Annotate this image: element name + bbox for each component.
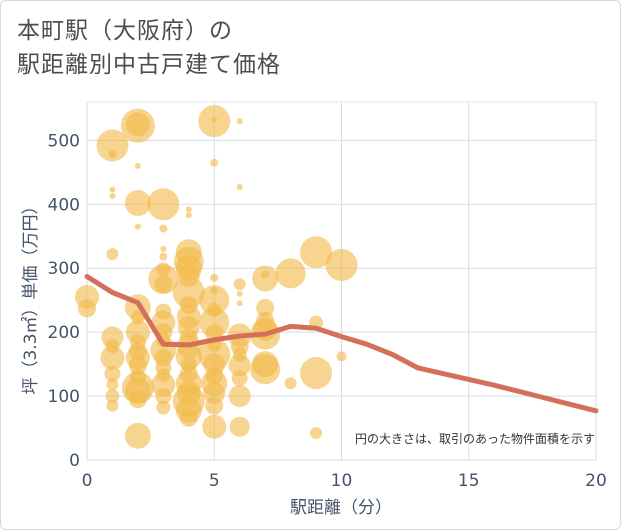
bubble-point <box>229 416 250 437</box>
bubble-point <box>160 246 167 253</box>
bubble-point <box>105 389 120 404</box>
bubble-point <box>203 381 226 404</box>
bubble-point <box>310 427 323 440</box>
bubble-point <box>154 275 173 294</box>
bubble-point <box>275 258 306 289</box>
bubble-point <box>156 400 171 415</box>
bubble-point <box>124 190 151 217</box>
x-tick-label: 15 <box>458 471 480 491</box>
y-tick-label: 500 <box>48 131 80 151</box>
bubble-point <box>128 356 147 375</box>
bubble-point <box>109 186 116 193</box>
bubble-point <box>202 414 227 439</box>
y-tick-label: 300 <box>48 259 80 279</box>
bubble-point <box>104 365 121 382</box>
x-tick-label: 0 <box>82 471 93 491</box>
bubble-point <box>125 112 150 137</box>
bubble-point <box>284 377 297 390</box>
bubble-point <box>185 206 192 213</box>
bubble-point <box>256 298 275 317</box>
bubble-point <box>231 370 248 387</box>
bubble-point <box>210 158 219 167</box>
bubble-point <box>172 276 205 309</box>
bubble-point <box>205 396 224 415</box>
bubble-point <box>185 212 192 219</box>
bubble-point <box>210 273 219 282</box>
bubble-point <box>100 345 125 370</box>
chart-title-line1: 本町駅（大阪府）の <box>17 18 233 44</box>
y-tick-label: 0 <box>69 451 80 471</box>
y-tick-label: 100 <box>48 387 80 407</box>
average-price-line <box>84 274 599 414</box>
bubble-point <box>236 290 243 297</box>
x-tick-label: 10 <box>331 471 353 491</box>
bubble-point <box>300 357 333 390</box>
bubble-point <box>78 299 96 318</box>
chart-title-line2: 駅距離別中古戸建て価格 <box>17 52 281 78</box>
bubble-size-note: 円の大きさは、取引のあった物件面積を示す <box>355 431 595 446</box>
bubble-point <box>159 252 168 261</box>
bubble-point <box>228 385 251 408</box>
bubble-point <box>233 278 246 291</box>
x-axis-title: 駅距離（分） <box>290 498 392 518</box>
bubble-point <box>236 184 243 191</box>
chart-title: 本町駅（大阪府）の 駅距離別中古戸建て価格 <box>17 14 281 82</box>
bubble-point <box>106 248 119 261</box>
x-tick-label: 20 <box>585 471 607 491</box>
bubble-point <box>159 224 168 233</box>
bubble-point <box>147 188 180 221</box>
bubble-point <box>106 399 119 412</box>
bubble-point <box>128 390 147 409</box>
bubble-point <box>151 372 176 397</box>
y-axis-title: 坪（3.3㎡）単価（万円） <box>21 197 41 394</box>
bubble-point <box>250 354 281 385</box>
bubble-point <box>179 408 198 427</box>
bubble-point <box>108 150 117 159</box>
bubble-point <box>228 354 251 377</box>
bubble-point <box>236 118 243 125</box>
bubble-point <box>124 422 151 449</box>
bubble-point <box>134 223 141 230</box>
bubble-point <box>106 378 119 391</box>
bubble-point <box>252 265 279 292</box>
bubble-point <box>300 236 333 269</box>
bubble-point <box>96 129 129 162</box>
x-tick-label: 5 <box>209 471 220 491</box>
bubble-point <box>236 300 243 307</box>
bubble-point <box>134 162 141 169</box>
bubble-point <box>325 249 358 282</box>
bubble-point <box>199 285 230 316</box>
y-tick-label: 400 <box>48 195 80 215</box>
bubble-point <box>155 388 172 405</box>
bubble-point <box>336 351 347 362</box>
bubble-point <box>109 192 116 199</box>
y-tick-label: 200 <box>48 323 80 343</box>
average-line-group <box>84 274 599 414</box>
bubble-point <box>198 105 231 138</box>
